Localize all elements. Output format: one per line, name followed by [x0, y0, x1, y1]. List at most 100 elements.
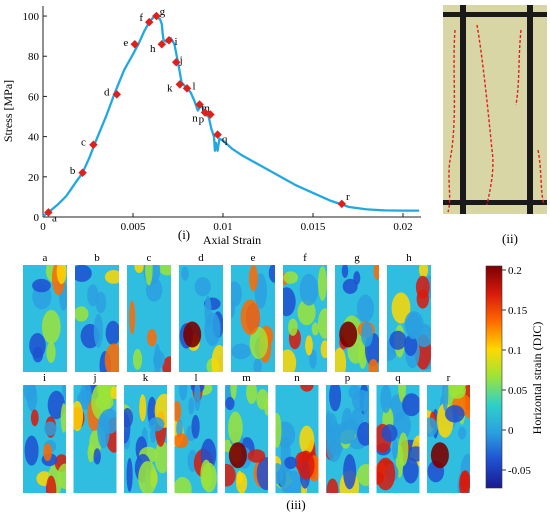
- panel-label-ii: (ii): [502, 231, 518, 246]
- colorbar-label: Horizontal strain (DIC): [530, 322, 544, 435]
- marker-label: a: [52, 212, 57, 224]
- dic-frame-d: d: [179, 252, 223, 372]
- panel-label-iii: (iii): [286, 497, 306, 512]
- dic-frame-blobs: [23, 385, 66, 493]
- marker-label: h: [150, 43, 156, 55]
- x-tick-label: 0: [40, 221, 46, 233]
- colorbar-scale: [485, 265, 503, 489]
- colorbar-tick-label: 0.2: [508, 265, 522, 277]
- marker-label: b: [70, 165, 76, 177]
- dic-frame-blobs: [231, 265, 275, 372]
- dic-frame-blobs: [179, 266, 223, 372]
- colorbar-ticks: 0.2 0.15 0.1 0.05 0 -0.05: [502, 265, 531, 477]
- stress-strain-chart: 0 0.005 0.01 0.015 0.02 0 20 40 60 80 100 a b c d e f g…: [1, 6, 421, 247]
- dic-frame-blobs: [75, 265, 119, 372]
- dic-frame-blobs: [225, 385, 268, 493]
- colorbar-tick-label: 0.15: [508, 305, 528, 317]
- marker-k: [175, 80, 185, 89]
- dic-frame-blobs: [387, 265, 431, 371]
- dic-frame-label: i: [43, 372, 46, 384]
- dic-frame-i: i: [23, 372, 66, 493]
- dic-frame-e: e: [231, 252, 275, 372]
- dic-frame-blobs: [73, 385, 117, 465]
- marker-label: q: [222, 134, 228, 146]
- dic-frame-blobs: [275, 385, 319, 493]
- dic-frame-g: g: [335, 252, 379, 372]
- dic-frame-h: h: [387, 252, 431, 372]
- marker-label: p: [199, 114, 205, 126]
- dic-frame-b: b: [75, 252, 119, 372]
- dic-frame-k: k: [124, 372, 167, 493]
- dic-frame-blobs: [124, 393, 167, 493]
- crack-lines: [447, 24, 545, 213]
- dic-frame-label: l: [194, 372, 197, 384]
- dic-frame-blobs: [283, 266, 327, 372]
- colorbar-tick-label: 0: [508, 425, 514, 437]
- marker-label: m: [201, 103, 210, 115]
- x-axis-label: Axial Strain: [203, 233, 261, 247]
- dic-frame-label: c: [147, 252, 152, 264]
- dic-frame-j: j: [73, 372, 117, 493]
- colorbar-tick-label: -0.05: [508, 465, 531, 477]
- dic-frame-label: b: [94, 252, 100, 264]
- dic-frame-q: q: [376, 372, 420, 493]
- dic-frame-label: p: [345, 372, 351, 384]
- dic-frame-blobs: [129, 265, 171, 372]
- x-tick-label: 0.005: [121, 221, 146, 233]
- marker-label: d: [104, 86, 110, 98]
- marker-i: [164, 35, 174, 45]
- marker-points: a b c d e f g h ij k lmn p q r: [44, 6, 350, 224]
- dic-frame-label: f: [303, 252, 307, 264]
- dic-frame-r: r: [427, 372, 470, 493]
- dic-maps-panel: a b c d e f g h i j k l m n p q r: [23, 252, 470, 493]
- dic-frame-blobs: [376, 385, 420, 491]
- y-tick-label: 0: [34, 212, 40, 224]
- y-ticks: 0 20 40 60 80 100: [23, 11, 47, 224]
- marker-label: i: [174, 36, 177, 48]
- dic-frame-c: c: [127, 252, 171, 372]
- dic-frame-label: a: [43, 252, 48, 264]
- dic-frame-label: m: [242, 372, 251, 384]
- colorbar-tick-label: 0.1: [508, 345, 522, 357]
- colorbar-tick-label: 0.05: [508, 385, 528, 397]
- dic-frame-label: e: [251, 252, 256, 264]
- marker-r: [337, 199, 347, 209]
- dic-frame-label: q: [395, 372, 401, 384]
- photo-frame-bars: [443, 5, 547, 214]
- x-tick-label: 0.01: [213, 221, 232, 233]
- marker-label: e: [123, 37, 128, 49]
- dic-frame-label: d: [198, 252, 204, 264]
- panel-label-i: (i): [178, 227, 190, 242]
- dic-frame-label: k: [143, 372, 149, 384]
- plot-area: 0 0.005 0.01 0.015 0.02 0 20 40 60 80 100 a b c d e f g…: [23, 6, 421, 233]
- specimen-photo-panel: (ii): [443, 5, 547, 246]
- marker-label: g: [160, 6, 166, 18]
- dic-frame-blobs: [335, 265, 379, 372]
- marker-label: k: [167, 82, 173, 94]
- dic-frame-n: n: [275, 372, 319, 493]
- dic-frame-blobs: [29, 265, 67, 363]
- y-axis-label: Stress [MPa]: [1, 80, 15, 142]
- marker-label: n: [192, 113, 198, 125]
- marker-label: r: [346, 191, 350, 203]
- y-tick-label: 60: [28, 91, 40, 103]
- y-tick-label: 40: [28, 132, 40, 144]
- dic-frame-label: r: [447, 372, 451, 384]
- dic-frame-m: m: [225, 372, 268, 493]
- dic-frame-f: f: [283, 252, 327, 372]
- dic-frame-blobs: [427, 385, 470, 493]
- x-tick-label: 0.015: [301, 221, 326, 233]
- dic-frame-l: l: [174, 372, 218, 493]
- marker-label: l: [192, 80, 195, 92]
- dic-frame-label: n: [294, 372, 300, 384]
- x-tick-label: 0.02: [393, 221, 412, 233]
- dic-frame-blobs: [174, 385, 217, 493]
- dic-frame-blobs: [326, 385, 369, 493]
- stress-curve: [42, 14, 420, 217]
- marker-label: f: [139, 12, 143, 24]
- dic-frame-p: p: [326, 372, 369, 493]
- marker-label: c: [81, 137, 86, 149]
- y-tick-label: 80: [28, 51, 40, 63]
- marker-label: j: [179, 54, 183, 66]
